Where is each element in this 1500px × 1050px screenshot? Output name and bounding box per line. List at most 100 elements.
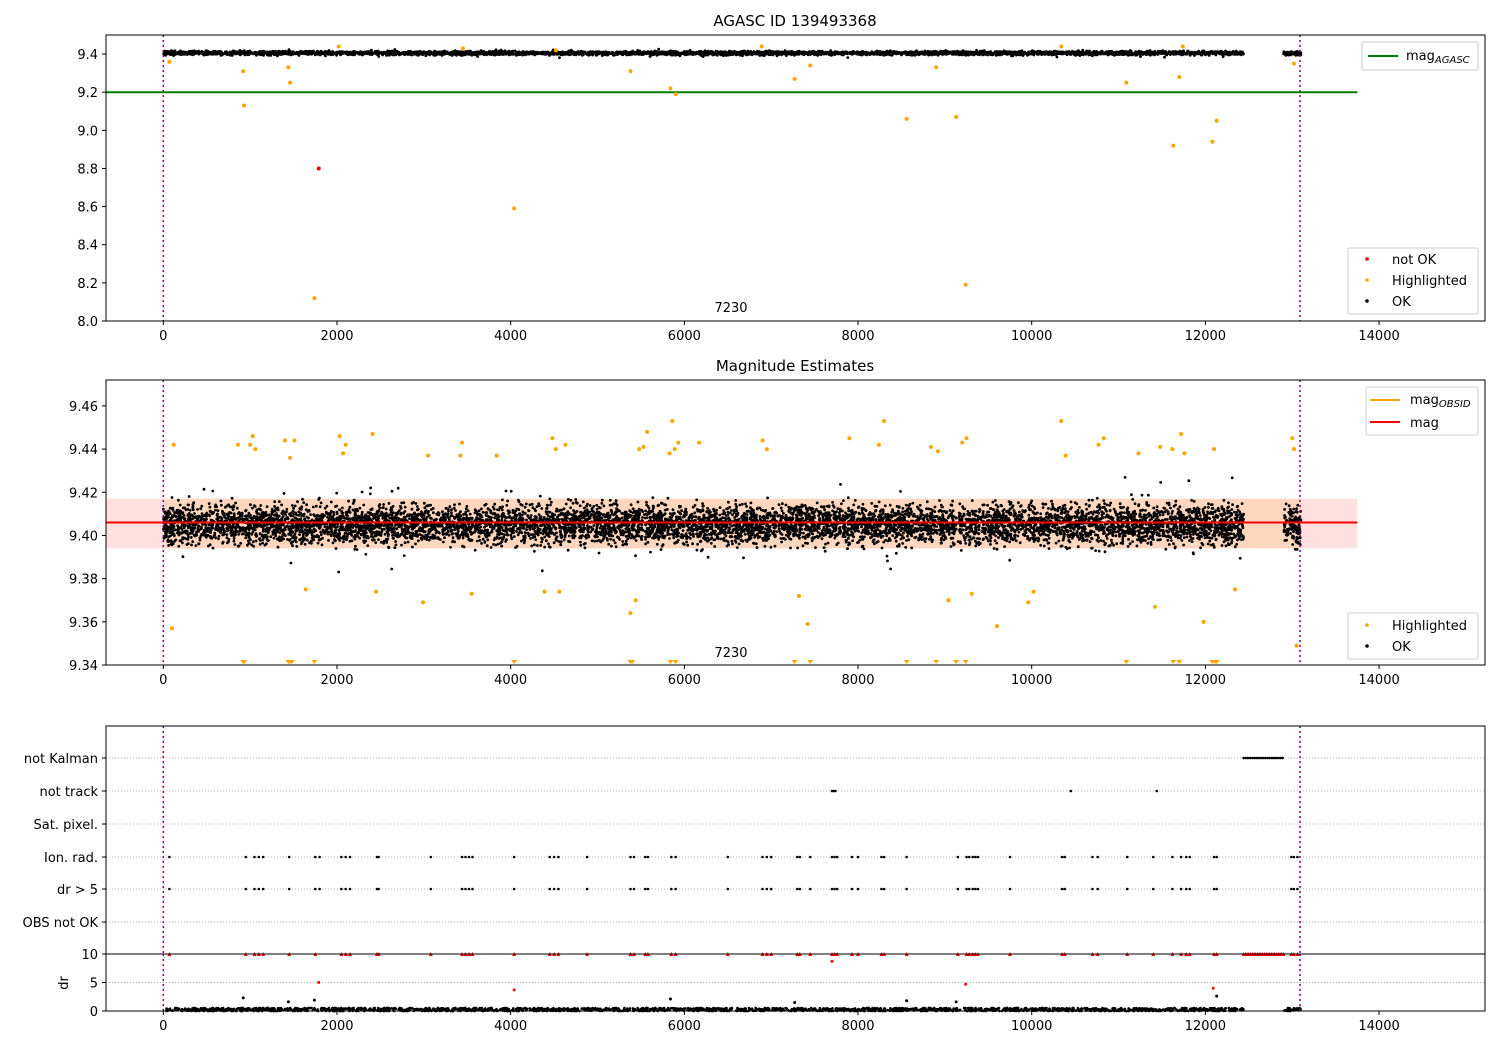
ok-point (580, 51, 583, 55)
ok-point (425, 51, 429, 55)
ok-point (546, 50, 550, 54)
ok-point (521, 52, 525, 56)
ok-point (736, 51, 739, 55)
ok-point (1055, 55, 1059, 59)
ok-point (376, 49, 380, 53)
ok-point (450, 54, 454, 57)
ok-point (166, 52, 170, 55)
ok-point (574, 498, 578, 501)
ok-point (1077, 50, 1080, 53)
ok-point (752, 51, 756, 55)
ok-point (399, 52, 403, 56)
highlighted-point (963, 282, 968, 287)
highlighted-point (668, 86, 673, 91)
ok-point (767, 52, 771, 55)
ok-point (1286, 53, 1290, 56)
ok-point (1026, 51, 1030, 54)
ok-point (324, 51, 328, 55)
ok-point (896, 51, 899, 54)
ok-point (852, 51, 855, 55)
ok-point (194, 50, 198, 54)
ok-point (807, 51, 811, 55)
ok-point (1074, 52, 1078, 56)
ok-point (320, 51, 324, 55)
ok-point (403, 505, 407, 509)
ok-point (1014, 50, 1018, 54)
ok-point (207, 51, 211, 55)
ok-point (860, 53, 864, 57)
ok-point (487, 51, 490, 55)
ok-point (517, 51, 521, 55)
ok-point (262, 49, 265, 53)
ok-point (783, 51, 787, 55)
highlighted-point (288, 80, 293, 85)
ok-point (954, 53, 958, 56)
ok-point (219, 50, 223, 54)
highlighted-point (1177, 74, 1182, 79)
ok-point (537, 513, 541, 517)
ok-point (869, 51, 873, 55)
ok-point (257, 50, 261, 54)
ok-point (1023, 51, 1026, 55)
ok-point (981, 49, 984, 53)
ok-point (1207, 50, 1211, 54)
ok-point (788, 51, 791, 54)
ok-point (928, 51, 932, 55)
ok-point (314, 52, 318, 56)
ok-point (272, 50, 276, 54)
ok-point (529, 514, 533, 517)
ok-point (381, 53, 384, 57)
ok-point (950, 51, 954, 55)
ok-point (1148, 53, 1151, 56)
ok-point (770, 52, 774, 56)
highlighted-point (1059, 44, 1064, 49)
ok-point (822, 525, 826, 529)
ok-point (655, 53, 659, 57)
ok-point (1115, 542, 1119, 546)
ok-point (283, 50, 287, 54)
ok-point (370, 48, 373, 52)
ok-point (558, 56, 561, 60)
ok-point (1282, 50, 1286, 54)
ok-point (1188, 51, 1192, 55)
ok-point (462, 52, 466, 56)
ok-point (1137, 503, 1141, 507)
ok-point (1081, 48, 1085, 52)
ok-point (664, 52, 668, 56)
ok-point (761, 53, 765, 57)
ok-point (400, 543, 403, 547)
legend-not-ok-marker (1365, 257, 1369, 261)
ok-point (1163, 51, 1167, 55)
ok-point (988, 51, 992, 54)
ok-point (738, 53, 742, 57)
ok-point (429, 50, 433, 54)
highlighted-point (1291, 61, 1296, 66)
legend-highlighted-label: Highlighted (1392, 274, 1467, 289)
ok-point (917, 53, 921, 57)
ok-point (617, 52, 621, 55)
ok-point (1135, 53, 1139, 57)
highlighted-point (553, 48, 558, 53)
highlighted-point (1214, 118, 1219, 123)
ok-point (986, 53, 990, 57)
ok-point (828, 50, 832, 54)
ok-point (466, 52, 470, 56)
ok-point (186, 51, 190, 55)
ok-point (1012, 52, 1015, 55)
ok-point (266, 50, 269, 54)
ok-point (1152, 52, 1155, 56)
ok-point (607, 52, 611, 56)
x-tick-label: 4000 (494, 329, 527, 344)
ok-point (364, 552, 368, 556)
ok-point (993, 499, 997, 502)
ok-point (855, 50, 859, 53)
ok-point (1170, 50, 1173, 54)
ok-point (502, 52, 506, 56)
highlighted-point (241, 69, 246, 74)
ok-point (395, 51, 399, 54)
ok-point (875, 50, 879, 54)
ok-point (531, 51, 534, 54)
ok-point (907, 51, 911, 54)
ok-point (569, 52, 573, 55)
ok-point (757, 51, 761, 54)
